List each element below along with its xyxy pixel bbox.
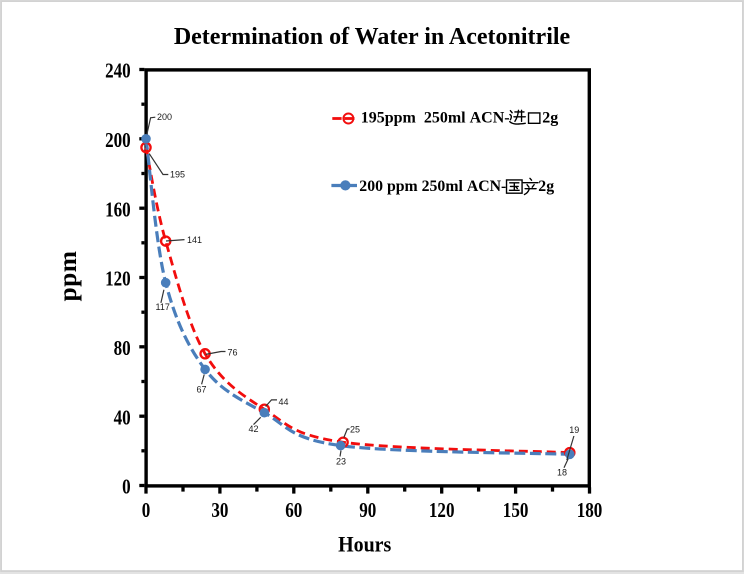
- svg-text:19: 19: [569, 425, 579, 435]
- svg-text:180: 180: [577, 499, 603, 522]
- svg-text:0: 0: [122, 476, 131, 499]
- svg-text:30: 30: [211, 499, 228, 522]
- svg-text:44: 44: [279, 397, 289, 407]
- svg-text:195ppm 250ml ACN-: 195ppm 250ml ACN-: [361, 110, 510, 127]
- svg-text:Determination of Water in Acet: Determination of Water in Acetonitrile: [174, 24, 571, 50]
- svg-text:67: 67: [197, 384, 207, 394]
- svg-text:40: 40: [114, 407, 131, 430]
- svg-text:60: 60: [285, 499, 302, 522]
- svg-text:117: 117: [156, 302, 170, 312]
- svg-text:150: 150: [503, 499, 529, 522]
- svg-text:ppm: ppm: [53, 251, 82, 302]
- svg-text:76: 76: [228, 347, 238, 357]
- svg-text:18: 18: [557, 467, 567, 477]
- svg-text:200: 200: [157, 112, 172, 122]
- svg-text:80: 80: [114, 337, 131, 360]
- svg-text:42: 42: [249, 424, 259, 434]
- svg-text:2g: 2g: [538, 178, 554, 195]
- svg-text:200 ppm 250ml ACN-: 200 ppm 250ml ACN-: [359, 178, 506, 195]
- svg-text:0: 0: [142, 499, 151, 522]
- svg-text:120: 120: [429, 499, 455, 522]
- svg-text:200: 200: [105, 129, 131, 152]
- svg-text:25: 25: [350, 424, 360, 434]
- svg-text:90: 90: [359, 499, 376, 522]
- svg-text:195: 195: [170, 170, 185, 180]
- svg-text:120: 120: [105, 268, 131, 291]
- svg-text:141: 141: [187, 235, 202, 245]
- svg-text:Hours: Hours: [338, 532, 391, 557]
- svg-text:240: 240: [105, 60, 131, 83]
- svg-text:160: 160: [105, 199, 131, 222]
- svg-text:23: 23: [336, 456, 346, 466]
- svg-text:2g: 2g: [542, 110, 558, 127]
